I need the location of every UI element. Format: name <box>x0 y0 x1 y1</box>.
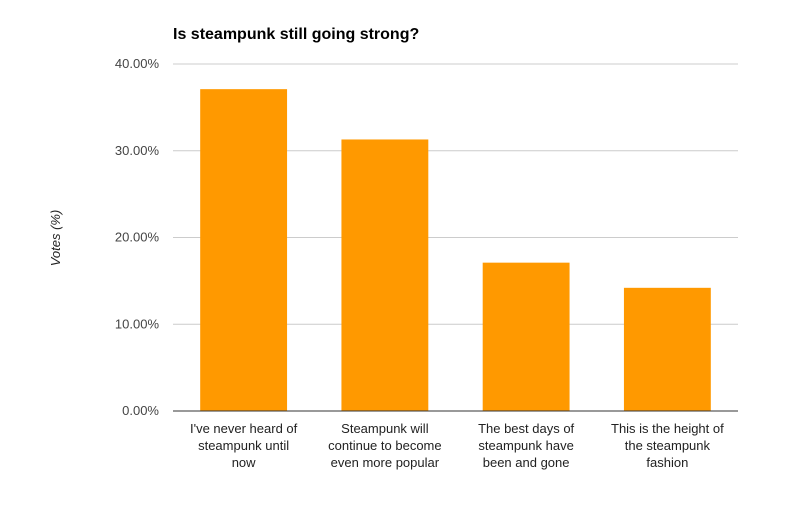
y-tick-label: 30.00% <box>115 143 160 158</box>
bars <box>200 89 711 411</box>
y-tick-label: 10.00% <box>115 316 160 331</box>
x-category-label: Steampunk will continue to become even mor… <box>328 421 441 470</box>
y-tick-label: 20.00% <box>115 230 160 245</box>
bar <box>482 262 570 411</box>
bar <box>200 89 288 411</box>
x-category-label: The best days of steampunk have been and g… <box>478 421 574 470</box>
chart-title: Is steampunk still going strong? <box>173 26 419 43</box>
bar <box>623 287 711 411</box>
y-axis-ticks: 0.00% 10.00% 20.00% 30.00% 40.00% <box>115 56 160 418</box>
y-axis-label: Votes (%) <box>48 210 63 267</box>
y-tick-label: 40.00% <box>115 56 160 71</box>
x-category-label: I've never heard of steampunk until now <box>190 421 298 470</box>
x-category-label: This is the height of the steampunk fashio… <box>611 421 724 470</box>
y-tick-label: 0.00% <box>122 403 159 418</box>
bar <box>341 139 429 411</box>
x-axis-categories: I've never heard of steampunk until now Ste… <box>190 421 724 470</box>
